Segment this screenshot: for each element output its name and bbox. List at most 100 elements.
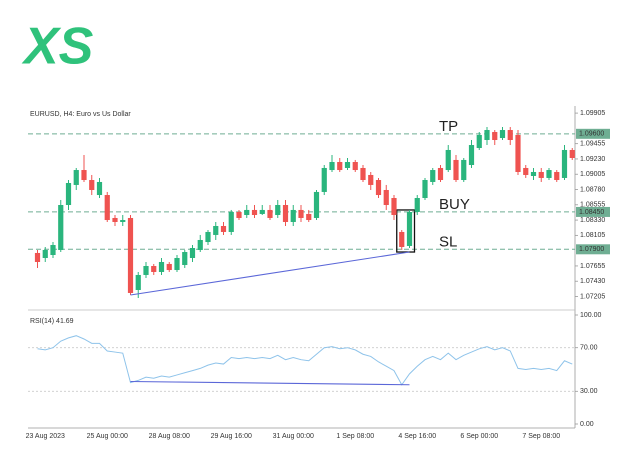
y-tick-label: 1.09905 (580, 110, 605, 117)
candle-body (321, 167, 327, 192)
y-tick-label: 1.08330 (580, 217, 605, 224)
level-label: TP (439, 118, 458, 135)
candle-body (530, 171, 537, 176)
candle-body (81, 170, 87, 181)
y-tick-label: 70.00 (580, 345, 598, 352)
candle-body (383, 189, 389, 206)
candle-body (538, 171, 544, 178)
candle-body (120, 220, 126, 222)
y-tick-label: 30.00 (580, 388, 598, 395)
candle-body (298, 209, 304, 218)
candle-body (515, 134, 521, 172)
candle-body (414, 198, 420, 213)
candle-body (65, 182, 72, 206)
level-value: 1.08450 (579, 209, 604, 216)
candle-body (461, 159, 467, 181)
y-tick-label: 1.08780 (580, 186, 605, 193)
x-tick-label: 23 Aug 2023 (26, 433, 65, 440)
candle-body (228, 212, 234, 232)
candle-body (352, 162, 358, 171)
x-tick-label: 6 Sep 00:00 (460, 433, 498, 440)
level-tag (576, 206, 610, 217)
y-tick-label: 1.07205 (580, 293, 605, 300)
y-tick-label: 1.08555 (580, 202, 605, 209)
candle-body (50, 245, 56, 256)
candle-body (484, 130, 490, 140)
y-tick-label: 1.08105 (580, 232, 605, 239)
x-tick-label: 29 Aug 16:00 (211, 433, 252, 440)
level-tag (576, 244, 610, 255)
candle-body (546, 170, 552, 178)
candle-body (492, 131, 498, 140)
candle-body (282, 205, 289, 222)
candle-body (430, 170, 436, 182)
candle-body (166, 263, 172, 271)
candle-body (306, 213, 312, 221)
candle-body (337, 162, 343, 171)
y-tick-label: 1.09005 (580, 171, 605, 178)
candle-body (220, 225, 227, 232)
candle-body (34, 252, 41, 262)
candle-body (267, 209, 273, 218)
candle-body (399, 231, 405, 247)
candle-body (42, 249, 48, 258)
candle-body (135, 274, 141, 290)
candle-body (561, 149, 568, 178)
candle-body (244, 209, 250, 215)
candle-body (73, 170, 79, 185)
candle-body (360, 167, 366, 181)
y-tick-label: 0.00 (580, 421, 594, 428)
candle-body (406, 212, 413, 246)
candle-body (437, 167, 444, 181)
candle-body (523, 167, 529, 175)
x-tick-label: 4 Sep 16:00 (398, 433, 436, 440)
x-tick-label: 31 Aug 00:00 (273, 433, 314, 440)
y-tick-label: 1.09455 (580, 141, 605, 148)
candle-body (445, 149, 451, 171)
candle-body (236, 212, 242, 218)
candle-body (507, 130, 513, 140)
candle-body (453, 159, 459, 181)
candle-body (151, 266, 157, 272)
level-value: 1.09600 (579, 131, 604, 138)
candle-body (189, 248, 196, 258)
level-label: SL (439, 233, 457, 250)
y-tick-label: 100.00 (580, 312, 602, 319)
candle-body (391, 198, 397, 215)
candle-body (96, 181, 103, 196)
candle-body (112, 217, 118, 222)
candle-body (499, 130, 506, 139)
x-tick-label: 7 Sep 08:00 (522, 433, 560, 440)
level-label: BUY (439, 196, 470, 213)
x-tick-label: 25 Aug 00:00 (87, 433, 128, 440)
y-tick-label: 1.07655 (580, 263, 605, 270)
candle-body (174, 257, 180, 271)
x-tick-label: 1 Sep 08:00 (336, 433, 374, 440)
candle-body (569, 149, 575, 158)
candle-body (182, 252, 188, 265)
candle-body (58, 205, 64, 250)
candle-body (143, 266, 149, 275)
candle-body (205, 231, 211, 243)
candle-body (104, 195, 110, 221)
candle-body (290, 209, 296, 222)
candle-body (275, 205, 281, 215)
candle-body (259, 209, 265, 214)
candle-body (554, 171, 560, 181)
trendline (130, 380, 410, 386)
trendline (130, 251, 410, 296)
level-value: 1.07900 (579, 246, 604, 253)
x-tick-label: 28 Aug 08:00 (149, 433, 190, 440)
y-tick-label: 1.07430 (580, 278, 605, 285)
candle-body (468, 145, 475, 165)
candle-body (368, 174, 374, 185)
panel-title: RSI(14) 41.69 (30, 318, 74, 325)
rsi-line (37, 335, 573, 386)
candle-body (213, 225, 219, 235)
candle-body (158, 261, 165, 272)
candle-body (197, 239, 203, 250)
y-tick-label: 1.09230 (580, 156, 605, 163)
candle-body (251, 209, 258, 215)
candle-body (127, 217, 134, 293)
